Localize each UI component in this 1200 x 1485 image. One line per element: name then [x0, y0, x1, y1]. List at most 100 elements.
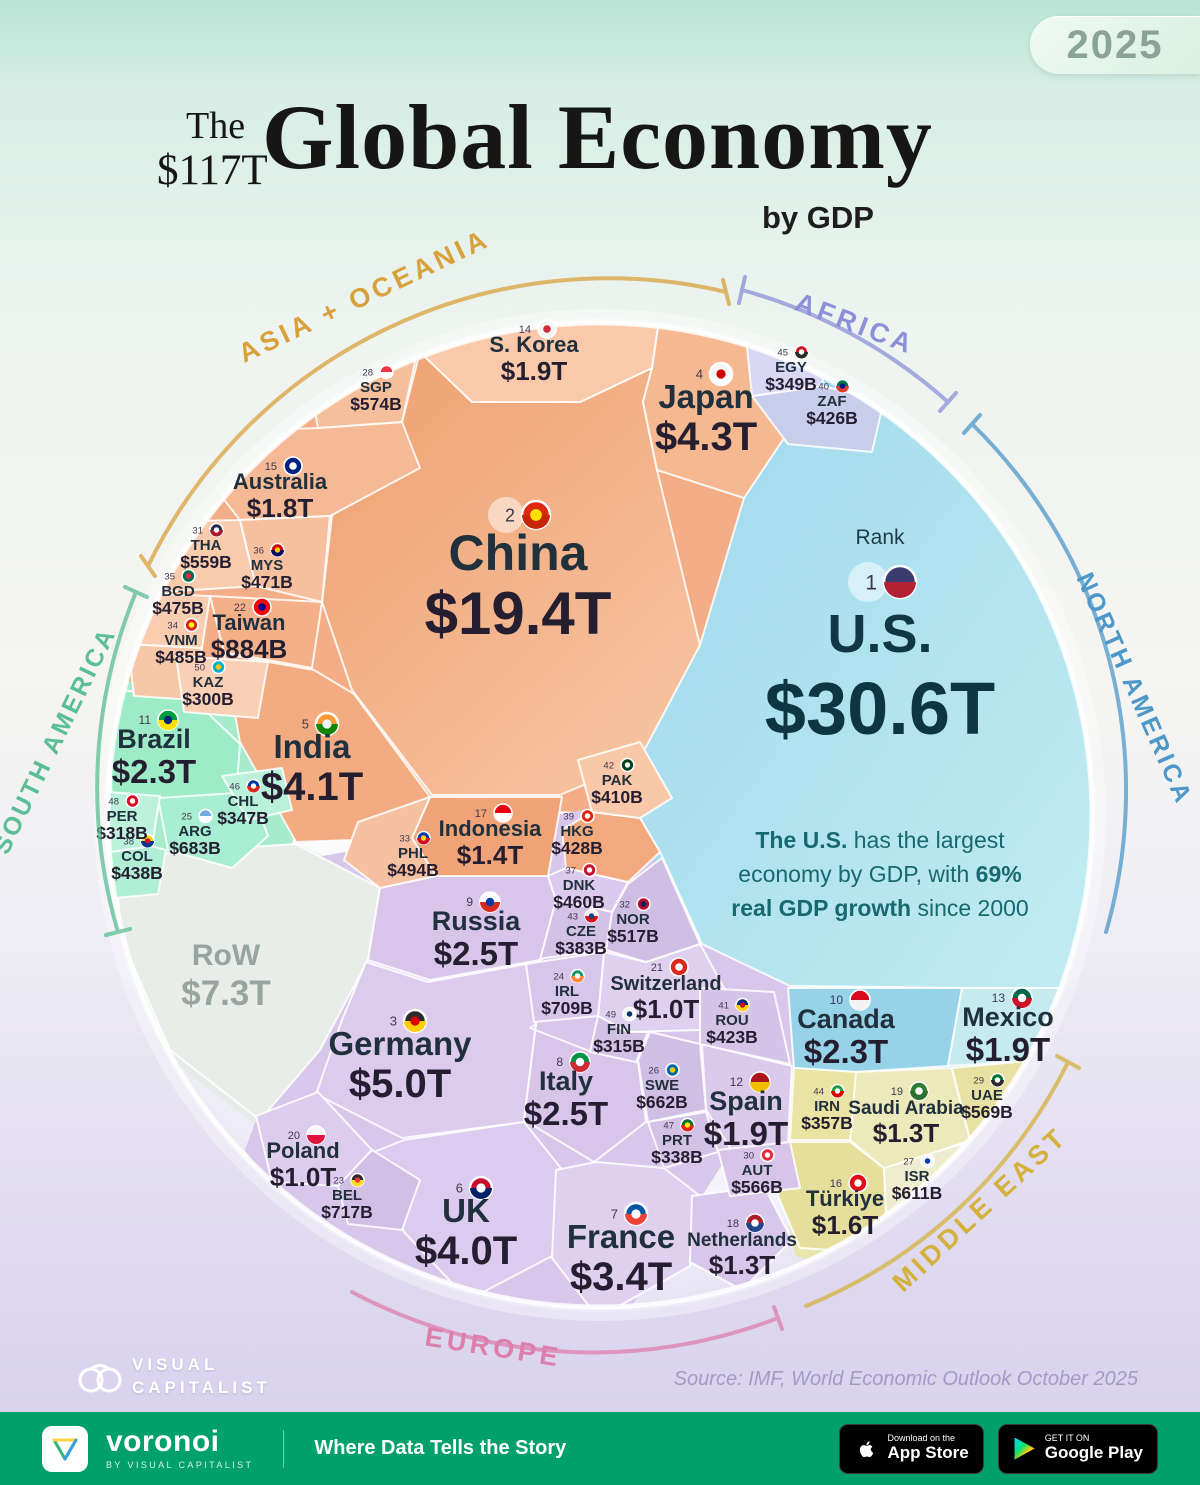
voronoi-logo-icon	[42, 1425, 88, 1472]
svg-text:4: 4	[696, 367, 703, 382]
svg-text:16: 16	[830, 1178, 842, 1190]
svg-text:Indonesia: Indonesia	[439, 816, 542, 841]
svg-text:$2.5T: $2.5T	[434, 935, 518, 972]
svg-text:$1.9T: $1.9T	[966, 1031, 1050, 1068]
svg-text:$460B: $460B	[553, 892, 605, 912]
svg-text:UAE: UAE	[971, 1087, 1003, 1104]
svg-text:BEL: BEL	[332, 1187, 362, 1204]
svg-text:$2.3T: $2.3T	[804, 1033, 888, 1070]
svg-text:Italy: Italy	[539, 1066, 593, 1096]
region-arc-middle-east	[804, 1054, 1081, 1308]
svg-text:41: 41	[718, 1000, 729, 1011]
svg-text:$428B: $428B	[551, 838, 603, 858]
svg-text:The U.S. has the largest: The U.S. has the largest	[755, 827, 1005, 853]
svg-text:China: China	[449, 525, 589, 581]
svg-text:India: India	[273, 728, 351, 765]
svg-text:$485B: $485B	[155, 647, 207, 667]
app-store-small-text: Download on the	[887, 1433, 956, 1444]
region-arc-south-america	[95, 585, 149, 937]
svg-text:$4.0T: $4.0T	[415, 1229, 517, 1273]
svg-text:35: 35	[164, 571, 175, 582]
svg-text:IRN: IRN	[814, 1098, 840, 1115]
svg-text:PHL: PHL	[398, 845, 428, 862]
title-subtitle: by GDP	[762, 200, 874, 235]
voronoi-brand: voronoi	[106, 1425, 220, 1458]
svg-text:$683B: $683B	[169, 838, 221, 858]
svg-text:HKG: HKG	[560, 823, 593, 840]
svg-text:21: 21	[651, 962, 663, 974]
svg-text:Germany: Germany	[328, 1025, 472, 1062]
svg-text:3: 3	[390, 1014, 397, 1029]
svg-text:$19.4T: $19.4T	[425, 580, 612, 647]
region-arc-north-america	[962, 413, 1129, 934]
cell-Taiwan	[209, 595, 323, 669]
svg-text:11: 11	[139, 713, 152, 727]
cell-AUT	[717, 1141, 801, 1197]
svg-text:$300B: $300B	[182, 689, 234, 709]
google-play-icon	[1014, 1437, 1035, 1460]
svg-text:$3.4T: $3.4T	[570, 1255, 672, 1299]
visual-capitalist-logo: VISUAL CAPITALIST	[78, 1354, 271, 1400]
svg-text:$357B: $357B	[801, 1113, 853, 1133]
svg-text:10: 10	[830, 993, 844, 1007]
svg-text:FIN: FIN	[607, 1021, 631, 1038]
svg-text:$566B: $566B	[731, 1177, 783, 1197]
svg-text:$383B: $383B	[555, 938, 607, 958]
title-prefix: The	[186, 105, 246, 147]
svg-text:50: 50	[194, 662, 205, 673]
cell-label-U.S.: 1 Rank U.S.$30.6T	[765, 526, 995, 750]
svg-text:24: 24	[553, 971, 564, 982]
svg-text:13: 13	[992, 991, 1006, 1005]
svg-text:$471B: $471B	[241, 572, 293, 592]
svg-text:S. Korea: S. Korea	[489, 332, 579, 357]
svg-text:ZAF: ZAF	[817, 393, 846, 410]
svg-text:49: 49	[605, 1009, 616, 1020]
svg-text:31: 31	[192, 525, 203, 536]
svg-text:DNK: DNK	[563, 877, 596, 894]
app-store-big-text: App Store	[887, 1443, 969, 1463]
svg-text:42: 42	[603, 760, 614, 771]
voronoi-brand-subtitle: BY VISUAL CAPITALIST	[106, 1460, 254, 1470]
cell-MYS	[239, 515, 331, 603]
svg-text:$717B: $717B	[321, 1202, 373, 1222]
svg-text:26: 26	[648, 1065, 659, 1076]
svg-text:RoW: RoW	[192, 939, 261, 972]
cell-ROU	[699, 987, 791, 1065]
svg-text:$30.6T: $30.6T	[765, 667, 995, 750]
svg-text:$611B: $611B	[892, 1183, 943, 1203]
app-store-button[interactable]: Download on the App Store	[838, 1423, 984, 1474]
chart-outer-glow-ring	[94, 309, 1106, 1321]
svg-text:$315B: $315B	[593, 1036, 645, 1056]
binoculars-icon	[78, 1363, 122, 1393]
svg-text:18: 18	[727, 1218, 739, 1230]
svg-text:7: 7	[611, 1207, 618, 1222]
svg-text:$410B: $410B	[591, 787, 643, 807]
svg-text:CZE: CZE	[566, 923, 596, 940]
svg-text:KAZ: KAZ	[193, 674, 224, 691]
region-arc-africa	[737, 275, 958, 413]
svg-text:9: 9	[466, 895, 473, 909]
svg-text:Australia: Australia	[233, 469, 328, 494]
region-label-europe: EUROPE	[423, 1321, 564, 1372]
google-play-button[interactable]: GET IT ON Google Play	[997, 1423, 1158, 1474]
svg-text:MYS: MYS	[251, 557, 284, 574]
svg-text:BGD: BGD	[161, 583, 195, 600]
